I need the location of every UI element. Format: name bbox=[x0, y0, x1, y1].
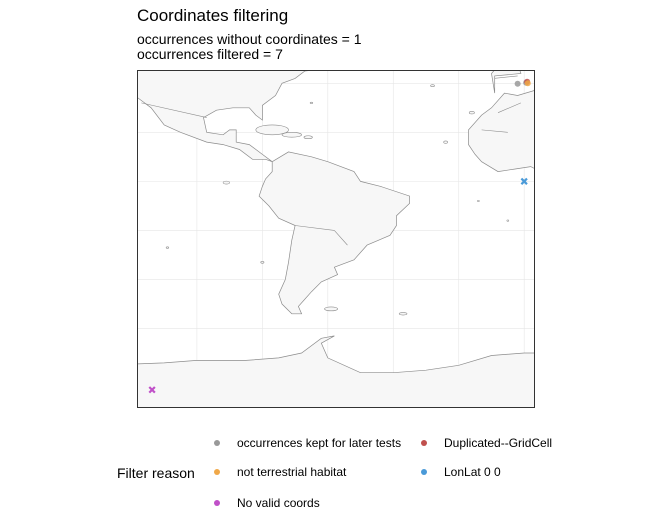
legend-label-duplicated: Duplicated--GridCell bbox=[444, 436, 553, 450]
x-stroke bbox=[520, 177, 528, 185]
country-border bbox=[494, 75, 518, 79]
legend-item-kept: occurrences kept for later tests bbox=[214, 436, 401, 450]
land-island bbox=[324, 306, 338, 312]
land-europe bbox=[491, 71, 522, 94]
legend-key-no-valid-coords bbox=[214, 500, 220, 506]
legend-item-lonlat00: LonLat 0 0 bbox=[421, 465, 501, 479]
land-island bbox=[477, 199, 480, 203]
plot-title: Coordinates filtering bbox=[137, 6, 289, 25]
land-island bbox=[260, 261, 265, 264]
plot-subtitle-line-2: occurrences filtered = 7 bbox=[137, 46, 283, 62]
legend-item-duplicated: Duplicated--GridCell bbox=[421, 436, 552, 450]
occurrence-point bbox=[524, 80, 531, 87]
legend-label-no-valid-coords: No valid coords bbox=[237, 496, 320, 510]
x-stroke bbox=[148, 386, 156, 394]
country-border bbox=[497, 102, 522, 113]
country-border bbox=[141, 102, 207, 118]
land-island bbox=[255, 124, 289, 136]
map-panel bbox=[137, 70, 535, 408]
map-canvas bbox=[138, 71, 534, 407]
legend-label-not-terrestrial: not terrestrial habitat bbox=[237, 465, 347, 479]
points-layer bbox=[148, 78, 531, 394]
land-island bbox=[443, 140, 448, 144]
legend-key-duplicated bbox=[421, 440, 427, 446]
land-antarctica bbox=[138, 335, 534, 407]
land-island bbox=[281, 132, 302, 138]
land-island bbox=[506, 219, 510, 222]
country-border bbox=[295, 225, 335, 231]
land-north-america bbox=[138, 71, 309, 163]
land-island bbox=[303, 135, 313, 139]
legend-key-lonlat00 bbox=[421, 469, 427, 475]
occurrence-marker-x bbox=[148, 386, 156, 394]
legend-label-lonlat00: LonLat 0 0 bbox=[444, 465, 501, 479]
legend-title: Filter reason bbox=[117, 465, 195, 481]
legend-key-kept bbox=[214, 440, 220, 446]
legend-item-no-valid-coords: No valid coords bbox=[214, 496, 320, 510]
land-africa bbox=[468, 89, 534, 172]
occurrence-point bbox=[514, 80, 521, 87]
legend-key-not-terrestrial bbox=[214, 469, 220, 475]
country-border bbox=[334, 230, 348, 246]
land-island bbox=[398, 312, 408, 316]
plot-subtitle-line-1: occurrences without coordinates = 1 bbox=[137, 31, 362, 47]
legend-label-kept: occurrences kept for later tests bbox=[237, 436, 402, 450]
land-layer bbox=[138, 71, 534, 407]
legend-item-not-terrestrial: not terrestrial habitat bbox=[214, 465, 346, 479]
land-island bbox=[165, 246, 170, 249]
land-island bbox=[222, 180, 230, 185]
land-island bbox=[309, 101, 314, 104]
country-border bbox=[481, 129, 508, 133]
land-island bbox=[430, 84, 435, 87]
land-island bbox=[468, 111, 475, 115]
land-south-america bbox=[258, 151, 410, 315]
occurrence-marker-x bbox=[520, 177, 528, 185]
